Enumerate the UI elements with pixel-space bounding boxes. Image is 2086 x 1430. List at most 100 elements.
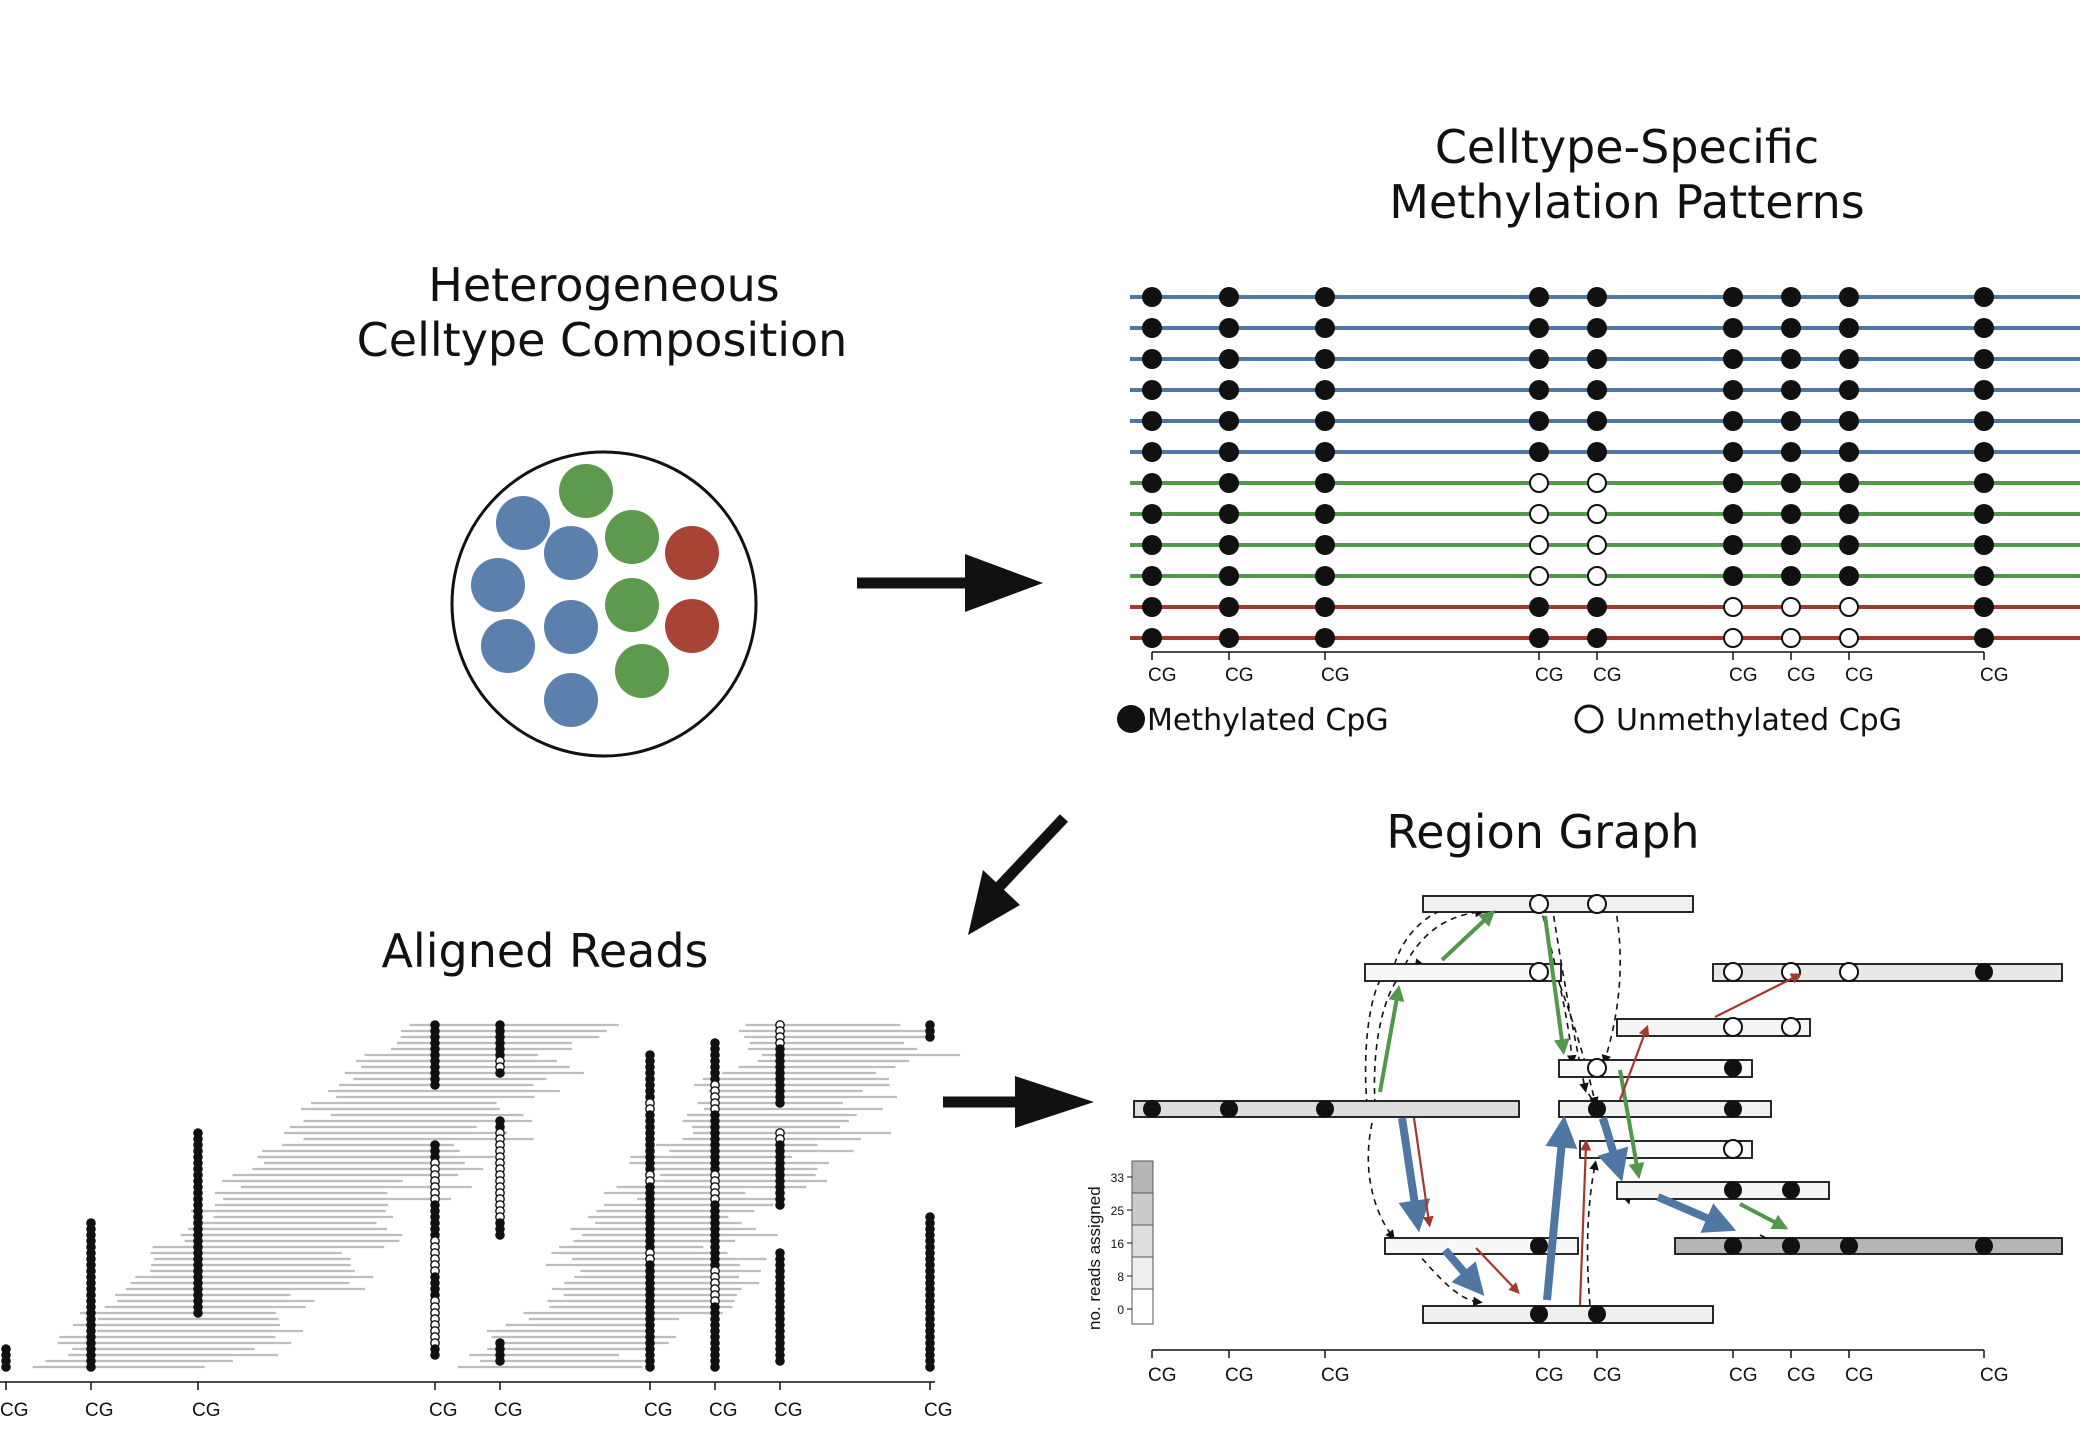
methylated-dot (1587, 411, 1607, 431)
cg-tick-label: CG (1729, 1365, 1758, 1386)
methylated-dot (1529, 318, 1549, 338)
unmethylated-dot (1529, 473, 1549, 493)
arrow-right-bottom (943, 1076, 1094, 1128)
methylated-dot (1974, 380, 1994, 400)
methylated-dot (1587, 318, 1607, 338)
methylated-dot (430, 1080, 440, 1090)
methylated-dot (1315, 473, 1335, 493)
methylated-dot (1588, 1305, 1606, 1323)
methylated-dot (1839, 566, 1859, 586)
unmethylated-dot (1723, 962, 1743, 982)
cg-tick-label: CG (1787, 665, 1816, 686)
methylated-dot (1781, 287, 1801, 307)
unmethylated-dot (1723, 628, 1743, 648)
unmethylated-dot (1839, 597, 1859, 617)
methylated-dot (193, 1308, 203, 1318)
methylation-patterns (1130, 287, 2080, 648)
methylated-dot (1839, 349, 1859, 369)
unmethylated-dot (1723, 1139, 1743, 1159)
cell-green (615, 644, 669, 698)
read-lines (32, 1023, 961, 1369)
unmethylated-dot (1587, 473, 1607, 493)
methylated-dot (710, 1362, 720, 1372)
cg-tick-label: CG (1593, 1365, 1622, 1386)
methylated-dot (1723, 535, 1743, 555)
region-bar (1616, 1181, 1830, 1200)
region-bar (1712, 963, 2063, 982)
unmethylated-dot (1587, 894, 1607, 914)
methylated-dot (1723, 442, 1743, 462)
cg-tick-label: CG (192, 1400, 221, 1421)
blue-edges (1398, 1115, 1737, 1301)
unmethylated-dot (1587, 504, 1607, 524)
methylated-dot (1142, 287, 1162, 307)
methylated-dot (775, 1356, 785, 1366)
region-graph: 33 25 16 8 0 no. reads assigned (1085, 894, 2063, 1330)
cg-tick-label: CG (1787, 1365, 1816, 1386)
unmethylated-dot (1781, 597, 1801, 617)
methylated-dot (1782, 1181, 1800, 1199)
methylated-dot (1219, 411, 1239, 431)
methylated-dot (1975, 1237, 1993, 1255)
methylated-dot (430, 1350, 440, 1360)
methylated-dot (1839, 411, 1859, 431)
methylated-dot (1315, 380, 1335, 400)
unmethylated-dot (1781, 1017, 1801, 1037)
methylated-dot (1587, 628, 1607, 648)
methylated-dot (1723, 318, 1743, 338)
methylated-dot (1142, 380, 1162, 400)
methylated-dot (1315, 504, 1335, 524)
unmethylated-dot (1587, 1058, 1607, 1078)
arrow-right-top (857, 554, 1043, 612)
methylated-dot (1529, 628, 1549, 648)
methylated-dot (1723, 504, 1743, 524)
methylated-dot (1839, 442, 1859, 462)
cell-blue (544, 673, 598, 727)
methylated-dot (1529, 287, 1549, 307)
methylated-dot (1315, 628, 1335, 648)
unmethylated-legend-icon (1574, 704, 1604, 734)
methylated-dot (1724, 1100, 1742, 1118)
cg-tick-label: CG (1321, 1365, 1350, 1386)
unmethylated-dot (1529, 962, 1549, 982)
cg-tick-label: CG (924, 1400, 953, 1421)
unmethylated-dot (1529, 504, 1549, 524)
methylated-dot (1142, 318, 1162, 338)
methylated-dot (1781, 535, 1801, 555)
region-bar (1422, 1305, 1714, 1324)
methylated-dot (1142, 473, 1162, 493)
methylated-dot (1839, 473, 1859, 493)
patterns-title-line1: Celltype-Specific (1435, 120, 1819, 174)
cells (471, 464, 719, 727)
methylated-dot (1724, 1237, 1742, 1255)
cell-green (559, 464, 613, 518)
methylated-dot (495, 1356, 505, 1366)
cg-tick-label: CG (1593, 665, 1622, 686)
cg-tick-label: CG (1148, 1365, 1177, 1386)
unmethylated-dot (1529, 894, 1549, 914)
arrow-down-left (968, 814, 1069, 935)
methylated-dot (1315, 442, 1335, 462)
cg-tick-label: CG (85, 1400, 114, 1421)
methylated-dot (1315, 535, 1335, 555)
methylated-legend-label: Methylated CpG (1147, 703, 1389, 738)
unmethylated-dot (1529, 566, 1549, 586)
cg-tick-label: CG (1980, 1365, 2009, 1386)
methylated-dot (925, 1362, 935, 1372)
unmethylated-dot (1839, 962, 1859, 982)
methylated-dot (1840, 1237, 1858, 1255)
cg-tick-label: CG (1845, 1365, 1874, 1386)
unmethylated-dot (1587, 566, 1607, 586)
methylated-dot (1529, 442, 1549, 462)
methylated-dot (495, 1068, 505, 1078)
region-bar (1674, 1237, 2063, 1255)
methylated-legend-icon (1117, 705, 1145, 733)
methylated-dot (1587, 380, 1607, 400)
methylated-dot (1219, 442, 1239, 462)
cell-blue (544, 526, 598, 580)
methylated-dot (1781, 473, 1801, 493)
methylated-dot (1219, 287, 1239, 307)
scale-label: no. reads assigned (1085, 1186, 1104, 1330)
methylated-dot (1974, 628, 1994, 648)
methylated-dot (1974, 473, 1994, 493)
